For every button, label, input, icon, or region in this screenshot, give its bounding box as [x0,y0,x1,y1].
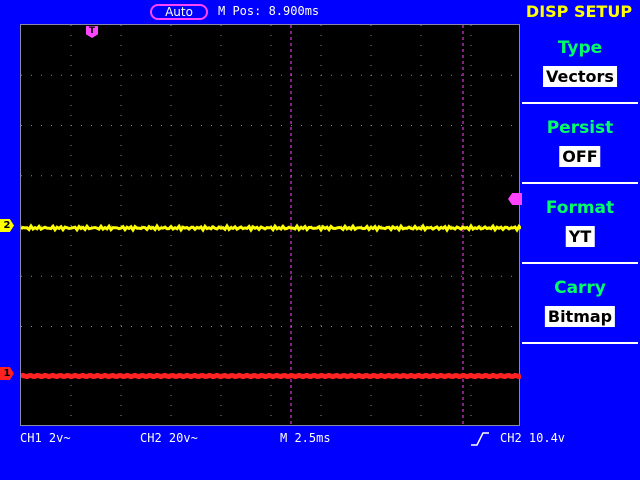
ch2-trace [21,223,521,233]
menu-item-format[interactable]: Format YT [522,184,638,264]
menu-item-label: Persist [546,118,614,138]
ch1-level-marker[interactable]: 1 [0,367,14,380]
timebase-readout: M 2.5ms [280,431,331,445]
top-status-bar: Auto M Pos: 8.900ms DISP SETUP [0,0,640,22]
menu-item-value: Vectors [543,66,617,87]
display-setup-menu: Type Vectors Persist OFF Format YT Carry… [522,24,640,428]
menu-item-value: OFF [559,146,601,167]
ch2-scale-readout: CH2 20v~ [140,431,198,445]
waveform-canvas [21,25,521,427]
waveform-display [20,24,521,427]
menu-item-persist[interactable]: Persist OFF [522,104,638,184]
menu-item-label: Format [545,198,615,218]
menu-item-carry[interactable]: Carry Bitmap [522,264,638,344]
ch2-level-marker[interactable]: 2 [0,219,14,232]
menu-item-value: YT [565,226,595,247]
trigger-position-marker[interactable]: T [86,26,98,38]
ch1-scale-readout: CH1 2v~ [20,431,71,445]
menu-item-label: Type [557,38,603,58]
horizontal-position-readout: M Pos: 8.900ms [218,4,320,18]
trigger-info-readout: CH2 10.4v [500,431,566,445]
menu-item-type[interactable]: Type Vectors [522,24,638,104]
bottom-status-bar: CH1 2v~ CH2 20v~ M 2.5ms CH2 10.4v [0,430,640,448]
menu-item-value: Bitmap [544,306,616,327]
menu-item-label: Carry [554,278,606,298]
acquisition-mode-badge: Auto [150,4,208,20]
trigger-level-marker[interactable] [508,193,522,205]
menu-title: DISP SETUP [525,2,633,21]
ch1-trace [21,372,521,380]
rising-edge-icon [471,432,489,446]
